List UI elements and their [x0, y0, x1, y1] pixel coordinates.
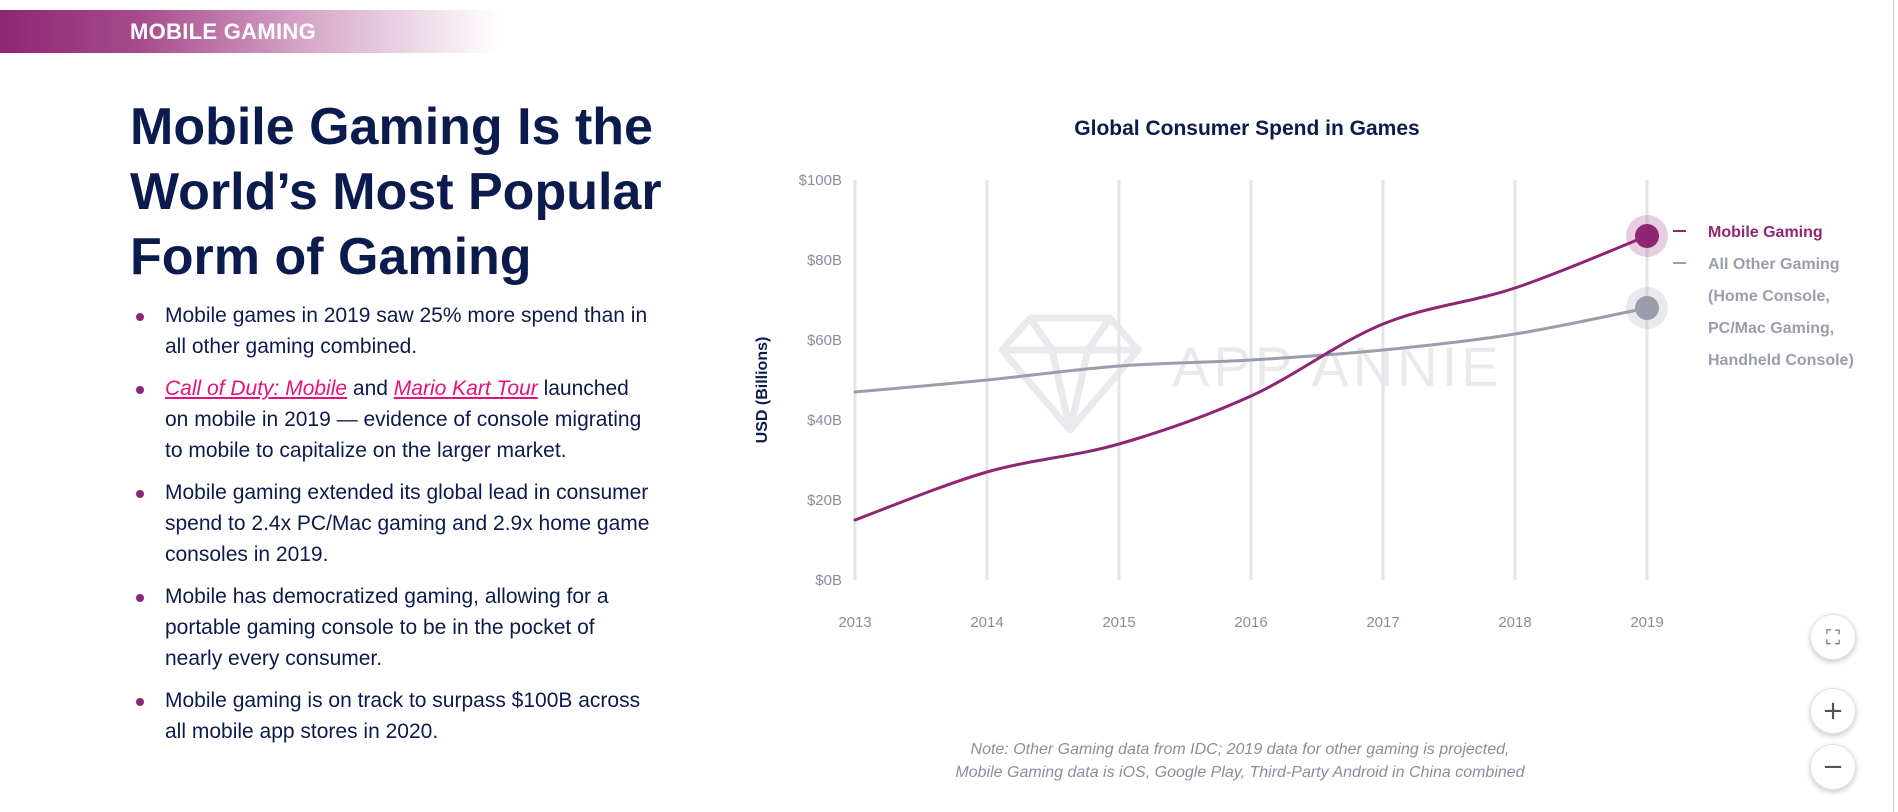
- series-lines: [853, 215, 1668, 522]
- bullet-text: Mobile has democratized gaming, allowing…: [165, 585, 609, 670]
- zoom-in-button[interactable]: +: [1810, 688, 1856, 734]
- section-label: MOBILE GAMING: [130, 19, 317, 44]
- y-tick-label: $80B: [807, 252, 842, 269]
- bullet-item: Mobile has democratized gaming, allowing…: [130, 581, 650, 674]
- y-tick-labels: $0B $20B $40B $60B $80B $100B: [799, 172, 842, 589]
- legend-mobile-gaming: Mobile Gaming: [1708, 224, 1823, 241]
- y-tick-label: $60B: [807, 332, 842, 349]
- x-tick-label: 2017: [1366, 614, 1399, 631]
- section-banner: MOBILE GAMING: [0, 10, 500, 53]
- bullet-text: Mobile gaming extended its global lead i…: [165, 481, 650, 566]
- watermark-logo: APP ANNIE: [998, 314, 1503, 434]
- legend-other-detail: (Home Console,: [1708, 288, 1830, 305]
- bullet-item: Mobile gaming extended its global lead i…: [130, 477, 650, 570]
- zoom-out-button[interactable]: −: [1810, 744, 1856, 790]
- x-tick-label: 2018: [1498, 614, 1531, 631]
- y-tick-label: $40B: [807, 412, 842, 429]
- fit-screen-icon: ⛶: [1826, 625, 1840, 649]
- series-line-all-other-gaming: [853, 306, 1649, 394]
- legend-other-detail: Handheld Console): [1708, 352, 1854, 369]
- bullet-item: Mobile gaming is on track to surpass $10…: [130, 685, 650, 747]
- scrollbar-edge: [1893, 0, 1894, 812]
- plus-icon: +: [1822, 696, 1844, 726]
- chart-note: Note: Other Gaming data from IDC; 2019 d…: [850, 738, 1630, 784]
- bullet-item: Call of Duty: Mobile and Mario Kart Tour…: [130, 373, 650, 466]
- bullet-text: launched on mobile in 2019 — evidence of…: [165, 377, 642, 462]
- endpoint-marker-mobile-gaming: [1635, 224, 1659, 248]
- call-of-duty-link[interactable]: Call of Duty: Mobile: [165, 377, 348, 400]
- bullet-item: Mobile games in 2019 saw 25% more spend …: [130, 300, 650, 362]
- page-headline: Mobile Gaming Is the World’s Most Popula…: [130, 98, 662, 286]
- watermark-text: APP ANNIE: [1172, 335, 1503, 398]
- legend-other-detail: PC/Mac Gaming,: [1708, 320, 1834, 337]
- note-line: Note: Other Gaming data from IDC; 2019 d…: [970, 741, 1510, 758]
- x-tick-label: 2019: [1630, 614, 1663, 631]
- bullet-text: Mobile games in 2019 saw 25% more spend …: [165, 304, 648, 358]
- minus-icon: −: [1822, 752, 1844, 782]
- note-line: Mobile Gaming data is iOS, Google Play, …: [955, 764, 1525, 781]
- bullet-text: Mobile gaming is on track to surpass $10…: [165, 689, 641, 743]
- endpoint-marker-all-other-gaming: [1635, 296, 1659, 320]
- y-tick-label: $20B: [807, 492, 842, 509]
- legend: Mobile Gaming All Other Gaming (Home Con…: [1673, 224, 1854, 369]
- bullet-text: and: [347, 377, 394, 400]
- y-axis-title: USD (Billions): [754, 337, 771, 444]
- legend-other-gaming: All Other Gaming: [1708, 256, 1840, 273]
- x-tick-label: 2016: [1234, 614, 1267, 631]
- bullet-list: Mobile games in 2019 saw 25% more spend …: [130, 300, 650, 758]
- x-tick-label: 2013: [838, 614, 871, 631]
- series-line-mobile-gaming: [853, 234, 1649, 522]
- y-tick-label: $0B: [815, 572, 842, 589]
- x-tick-label: 2015: [1102, 614, 1135, 631]
- mario-kart-link[interactable]: Mario Kart Tour: [393, 377, 538, 400]
- fit-screen-button[interactable]: ⛶: [1810, 614, 1856, 660]
- y-tick-label: $100B: [799, 172, 842, 189]
- x-tick-labels: 2013 2014 2015 2016 2017 2018 2019: [838, 614, 1663, 631]
- chart-title: Global Consumer Spend in Games: [1074, 117, 1419, 140]
- x-tick-label: 2014: [970, 614, 1003, 631]
